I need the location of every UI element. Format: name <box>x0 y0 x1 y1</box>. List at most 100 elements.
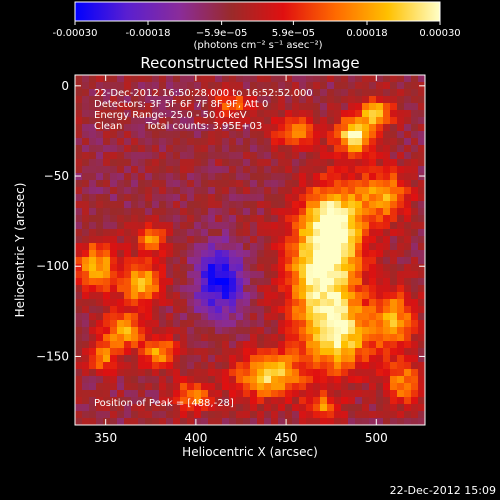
heatmap-cell <box>138 397 146 405</box>
heatmap-cell <box>355 96 363 104</box>
heatmap-cell <box>250 208 258 216</box>
heatmap-cell <box>313 124 321 132</box>
heatmap-cell <box>89 306 97 314</box>
heatmap-cell <box>110 96 118 104</box>
heatmap-cell <box>208 173 216 181</box>
heatmap-cell <box>320 187 328 195</box>
heatmap-cell <box>285 208 293 216</box>
heatmap-cell <box>390 152 398 160</box>
heatmap-cell <box>194 201 202 209</box>
heatmap-cell <box>145 257 153 265</box>
heatmap-cell <box>173 313 181 321</box>
heatmap-cell <box>96 404 104 412</box>
heatmap-cell <box>201 285 209 293</box>
heatmap-cell <box>187 306 195 314</box>
heatmap-cell <box>187 271 195 279</box>
heatmap-cell <box>243 75 251 83</box>
heatmap-cell <box>285 313 293 321</box>
heatmap-cell <box>222 397 230 405</box>
heatmap-cell <box>383 103 391 111</box>
heatmap-cell <box>397 257 405 265</box>
heatmap-cell <box>418 131 426 139</box>
heatmap-cell <box>320 159 328 167</box>
heatmap-cell <box>376 320 384 328</box>
heatmap-cell <box>355 404 363 412</box>
heatmap-cell <box>355 208 363 216</box>
heatmap-cell <box>327 271 335 279</box>
heatmap-cell <box>341 159 349 167</box>
heatmap-cell <box>166 138 174 146</box>
heatmap-cell <box>292 75 300 83</box>
heatmap-cell <box>131 145 139 153</box>
heatmap-cell <box>89 138 97 146</box>
heatmap-cell <box>180 334 188 342</box>
heatmap-cell <box>103 271 111 279</box>
heatmap-cell <box>285 166 293 174</box>
heatmap-cell <box>138 243 146 251</box>
heatmap-cell <box>236 243 244 251</box>
heatmap-cell <box>334 152 342 160</box>
heatmap-cell <box>271 103 279 111</box>
x-tick-label: 350 <box>94 431 117 445</box>
heatmap-cell <box>418 236 426 244</box>
heatmap-cell <box>117 313 125 321</box>
heatmap-cell <box>306 138 314 146</box>
heatmap-cell <box>208 89 216 97</box>
heatmap-cell <box>152 285 160 293</box>
heatmap-cell <box>397 75 405 83</box>
heatmap-cell <box>103 82 111 90</box>
heatmap-cell <box>180 355 188 363</box>
heatmap-cell <box>292 418 300 426</box>
heatmap-cell <box>404 313 412 321</box>
heatmap-cell <box>362 96 370 104</box>
heatmap-cell <box>110 222 118 230</box>
heatmap-cell <box>306 397 314 405</box>
heatmap-cell <box>362 138 370 146</box>
heatmap-cell <box>173 299 181 307</box>
heatmap-cell <box>229 124 237 132</box>
heatmap-cell <box>145 313 153 321</box>
heatmap-cell <box>75 124 83 132</box>
heatmap-cell <box>222 75 230 83</box>
heatmap-cell <box>82 96 90 104</box>
heatmap-cell <box>334 292 342 300</box>
heatmap-cell <box>397 159 405 167</box>
heatmap-cell <box>355 236 363 244</box>
heatmap-cell <box>229 278 237 286</box>
heatmap-cell <box>362 201 370 209</box>
heatmap-cell <box>243 355 251 363</box>
heatmap-cell <box>292 257 300 265</box>
heatmap-cell <box>236 327 244 335</box>
heatmap-cell <box>341 418 349 426</box>
heatmap-cell <box>201 82 209 90</box>
heatmap-cell <box>131 208 139 216</box>
heatmap-cell <box>341 348 349 356</box>
heatmap-cell <box>215 404 223 412</box>
heatmap-cell <box>383 285 391 293</box>
heatmap-cell <box>257 264 265 272</box>
heatmap-cell <box>299 320 307 328</box>
heatmap-cell <box>75 271 83 279</box>
heatmap-cell <box>299 222 307 230</box>
heatmap-cell <box>411 89 419 97</box>
heatmap-cell <box>411 110 419 118</box>
heatmap-cell <box>82 327 90 335</box>
heatmap-cell <box>397 194 405 202</box>
heatmap-cell <box>362 145 370 153</box>
heatmap-cell <box>383 320 391 328</box>
heatmap-cell <box>257 278 265 286</box>
heatmap-cell <box>187 348 195 356</box>
heatmap-cell <box>390 306 398 314</box>
heatmap-cell <box>124 271 132 279</box>
heatmap-cell <box>103 376 111 384</box>
heatmap-cell <box>222 152 230 160</box>
heatmap-cell <box>250 110 258 118</box>
heatmap-cell <box>103 166 111 174</box>
heatmap-cell <box>397 264 405 272</box>
heatmap-cell <box>124 404 132 412</box>
heatmap-cell <box>257 145 265 153</box>
heatmap-cell <box>124 299 132 307</box>
heatmap-cell <box>299 390 307 398</box>
heatmap-cell <box>278 369 286 377</box>
heatmap-cell <box>362 103 370 111</box>
